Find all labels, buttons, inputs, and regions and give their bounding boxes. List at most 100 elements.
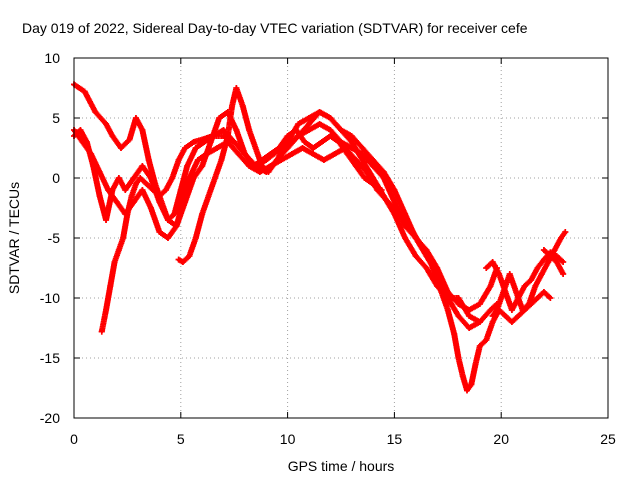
data-point xyxy=(489,319,496,325)
data-point xyxy=(466,325,473,331)
data-point xyxy=(348,139,355,145)
data-point xyxy=(378,187,385,193)
data-point xyxy=(476,319,483,325)
y-tick-label: 10 xyxy=(44,50,60,66)
data-point xyxy=(380,169,387,175)
data-point xyxy=(190,175,197,181)
data-point xyxy=(331,151,338,157)
data-point xyxy=(147,175,154,181)
data-point xyxy=(560,259,567,265)
data-point xyxy=(391,199,398,205)
data-point xyxy=(103,307,110,313)
data-point xyxy=(241,151,248,157)
data-point xyxy=(156,229,163,235)
data-point xyxy=(316,121,323,127)
data-point xyxy=(211,175,218,181)
data-point xyxy=(466,313,473,319)
data-point xyxy=(423,247,430,253)
data-point xyxy=(540,289,547,295)
data-point xyxy=(558,235,565,241)
data-point xyxy=(476,301,483,307)
data-point xyxy=(455,313,462,319)
data-point xyxy=(305,127,312,133)
data-point xyxy=(184,163,191,169)
data-point xyxy=(252,145,259,151)
data-point xyxy=(444,295,451,301)
data-point xyxy=(250,163,257,169)
data-point xyxy=(162,187,169,193)
data-point xyxy=(305,115,312,121)
data-point xyxy=(496,271,503,277)
data-point xyxy=(190,139,197,145)
data-point xyxy=(380,175,387,181)
data-point xyxy=(451,331,458,337)
data-point xyxy=(258,157,265,163)
data-point xyxy=(412,235,419,241)
data-point xyxy=(444,289,451,295)
data-point xyxy=(305,121,312,127)
data-point xyxy=(455,295,462,301)
y-axis: -20 -15 -10 -5 0 5 10 xyxy=(40,50,608,426)
data-point xyxy=(192,145,199,151)
data-point xyxy=(348,133,355,139)
data-point xyxy=(169,175,176,181)
data-point xyxy=(545,259,552,265)
data-point xyxy=(139,163,146,169)
data-point xyxy=(562,229,569,235)
data-point xyxy=(508,319,515,325)
data-point xyxy=(182,145,189,151)
data-point xyxy=(115,247,122,253)
data-point xyxy=(182,199,189,205)
data-point xyxy=(96,169,103,175)
data-point xyxy=(224,133,231,139)
data-point xyxy=(130,199,137,205)
data-point xyxy=(192,235,199,241)
data-point xyxy=(316,109,323,115)
data-point xyxy=(538,271,545,277)
data-point xyxy=(532,283,539,289)
data-point xyxy=(216,115,223,121)
data-point xyxy=(370,181,377,187)
data-point xyxy=(231,139,238,145)
data-point xyxy=(521,283,528,289)
data-point xyxy=(489,313,496,319)
data-point xyxy=(370,157,377,163)
data-point xyxy=(233,127,240,133)
data-point xyxy=(77,127,84,133)
data-point xyxy=(96,193,103,199)
data-point xyxy=(199,136,206,143)
data-point xyxy=(528,277,535,283)
marker-trail xyxy=(71,127,554,394)
data-point xyxy=(175,157,182,163)
data-point xyxy=(534,295,541,301)
data-point xyxy=(107,283,114,289)
data-point xyxy=(120,235,127,241)
data-point xyxy=(327,115,334,121)
plot-frame xyxy=(73,57,609,419)
data-point xyxy=(370,175,377,181)
data-point xyxy=(132,181,139,187)
data-point xyxy=(267,151,274,157)
y-tick-label: -20 xyxy=(40,410,60,426)
data-point xyxy=(483,337,490,343)
data-point xyxy=(199,163,206,169)
data-point xyxy=(194,157,201,163)
data-point xyxy=(220,127,227,133)
data-point xyxy=(320,157,327,163)
data-point xyxy=(233,85,240,91)
data-point xyxy=(335,139,342,145)
data-point xyxy=(444,307,451,313)
data-point xyxy=(293,127,300,133)
data-point xyxy=(547,295,554,301)
data-point xyxy=(359,145,366,151)
data-point xyxy=(150,187,157,193)
x-axis: 0 5 10 15 20 25 xyxy=(70,58,616,447)
data-point xyxy=(199,211,206,217)
data-point xyxy=(519,307,526,313)
x-tick-label: 5 xyxy=(177,431,185,447)
data-point xyxy=(156,199,163,205)
data-point xyxy=(164,235,171,241)
data-point xyxy=(513,289,520,295)
data-point xyxy=(560,271,567,277)
